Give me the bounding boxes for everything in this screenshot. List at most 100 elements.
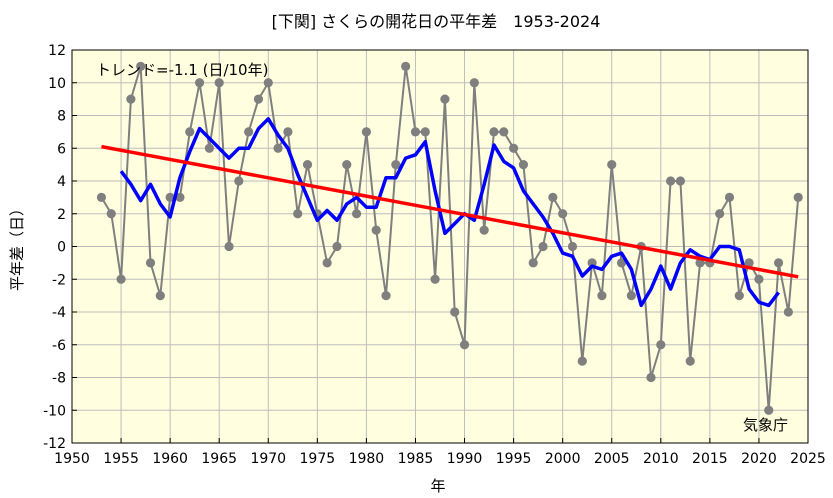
- x-tick-label: 1950: [54, 451, 90, 467]
- annual-point: [558, 209, 568, 219]
- annual-point: [175, 192, 185, 202]
- x-tick-label: 2005: [594, 451, 630, 467]
- annual-point: [783, 307, 793, 317]
- y-tick-label: -4: [52, 305, 66, 321]
- annual-point: [106, 209, 116, 219]
- annual-point: [391, 160, 401, 170]
- annual-point: [410, 127, 421, 137]
- y-tick-label: -8: [52, 371, 66, 387]
- x-tick-label: 1980: [349, 451, 385, 467]
- series-trend: [101, 144, 799, 279]
- annual-point: [136, 61, 146, 71]
- y-tick-label: -6: [52, 338, 66, 354]
- annual-point: [224, 241, 234, 252]
- y-tick-label: 12: [48, 43, 66, 59]
- y-tick-label: 0: [57, 240, 66, 256]
- annual-point: [332, 241, 342, 252]
- x-tick-label: 2010: [643, 451, 679, 467]
- annual-point: [469, 78, 479, 88]
- x-tick-label: 1985: [398, 451, 434, 467]
- annual-point: [548, 192, 558, 202]
- annual-point: [597, 291, 607, 301]
- annual-point: [440, 94, 450, 104]
- annual-point: [96, 192, 107, 202]
- annual-point: [656, 340, 666, 350]
- annual-point: [145, 258, 156, 268]
- annual-point: [273, 143, 283, 153]
- annual-point: [675, 176, 686, 186]
- trend-label: トレンド=-1.1 (日/10年): [96, 61, 268, 79]
- annual-point: [371, 225, 381, 235]
- annual-point: [234, 176, 244, 186]
- annual-point: [666, 176, 676, 186]
- y-tick-label: 4: [57, 174, 66, 190]
- annual-point: [253, 94, 264, 104]
- annual-point: [773, 258, 784, 268]
- annual-point: [724, 192, 735, 202]
- annual-point: [518, 160, 529, 170]
- annual-point: [351, 209, 362, 219]
- y-tick-label: 2: [57, 207, 66, 223]
- annual-point: [361, 127, 371, 137]
- annual-point: [538, 241, 548, 252]
- annual-point: [322, 258, 332, 268]
- x-tick-label: 2015: [692, 451, 728, 467]
- annual-point: [185, 127, 195, 137]
- annual-point: [793, 192, 803, 202]
- y-tick-label: -12: [43, 436, 66, 452]
- y-tick-label: 10: [48, 76, 66, 92]
- annual-point: [401, 61, 411, 71]
- annual-point: [616, 258, 627, 268]
- annual-point: [342, 160, 352, 170]
- x-axis: 1950 1955 1960 1965 1970 1975 1980 1985 1990 1995…: [54, 438, 826, 467]
- x-tick-label: 2000: [545, 451, 581, 467]
- y-axis-label: 平年差（日）: [8, 201, 26, 291]
- annual-point: [381, 291, 391, 301]
- annual-point: [626, 291, 636, 301]
- x-tick-label: 2020: [741, 451, 777, 467]
- x-tick-label: 1970: [250, 451, 286, 467]
- annual-point: [302, 160, 313, 170]
- moving-average-line: [119, 117, 780, 308]
- y-tick-label: -2: [52, 272, 66, 288]
- annual-point: [126, 94, 136, 104]
- annual-point: [116, 274, 126, 284]
- annual-point: [293, 209, 303, 219]
- annual-point: [165, 192, 175, 202]
- annual-point: [194, 78, 205, 88]
- credit-label: 気象庁: [743, 416, 788, 434]
- annual-point: [489, 127, 499, 137]
- x-tick-label: 1965: [201, 451, 237, 467]
- annual-point: [155, 291, 165, 301]
- annual-point: [479, 225, 489, 235]
- annual-point: [607, 160, 617, 170]
- annual-point: [499, 127, 509, 137]
- y-axis: -12 -10 -8 -6 -4 -2 0 2 4 6 8 10 12: [43, 43, 77, 452]
- annual-point: [283, 127, 293, 137]
- annual-point: [244, 127, 254, 137]
- annual-point: [567, 241, 578, 252]
- x-tick-label: 1990: [447, 451, 483, 467]
- annual-point: [508, 143, 519, 153]
- annual-point: [420, 127, 430, 137]
- y-tick-label: 8: [57, 109, 66, 125]
- annual-point: [734, 291, 744, 301]
- annual-point: [459, 340, 470, 350]
- annual-point: [744, 258, 754, 268]
- annual-point: [715, 209, 725, 219]
- annual-point: [204, 143, 214, 153]
- annual-line: [100, 66, 800, 411]
- x-tick-label: 1995: [496, 451, 532, 467]
- annual-point: [430, 274, 440, 284]
- x-axis-label: 年: [430, 477, 445, 495]
- annual-point: [528, 258, 538, 268]
- annual-point: [764, 405, 774, 415]
- y-tick-label: -10: [43, 403, 66, 419]
- annual-point: [214, 78, 224, 88]
- annual-point: [450, 307, 460, 317]
- annual-point: [263, 78, 273, 88]
- x-tick-label: 1975: [300, 451, 336, 467]
- trend-line: [101, 144, 799, 279]
- y-tick-label: 6: [57, 141, 66, 157]
